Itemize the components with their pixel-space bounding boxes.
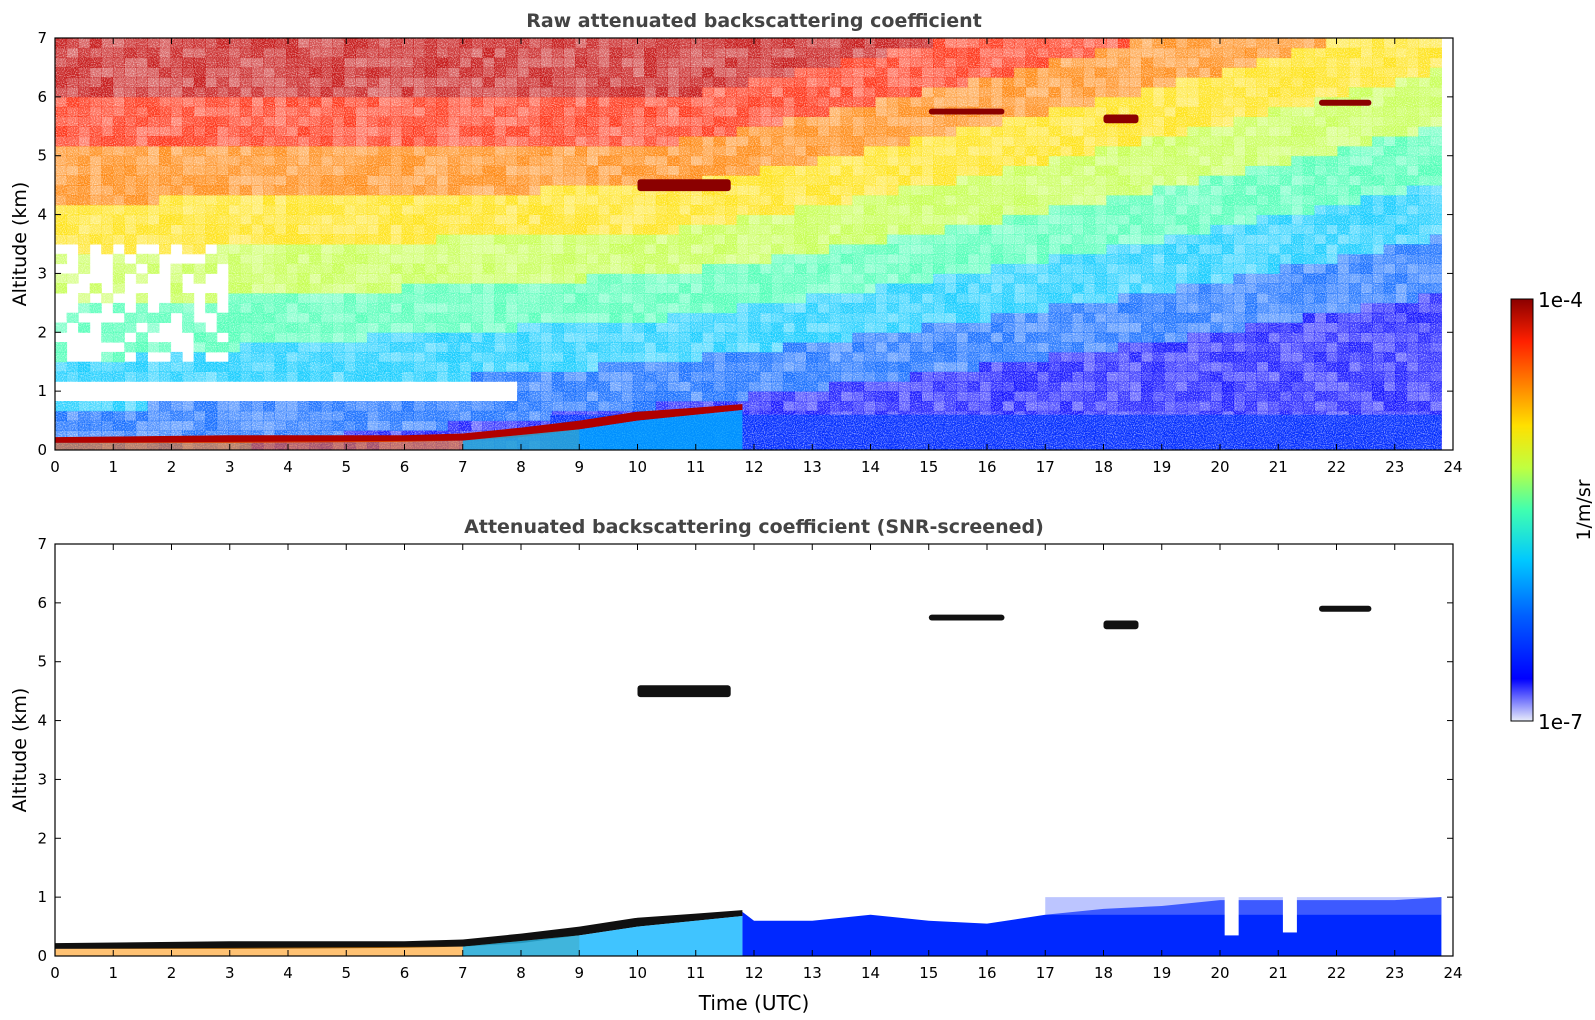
raw-cloud-5.7km — [928, 108, 1005, 115]
raw-cloud-5.9km — [1319, 99, 1372, 106]
raw-x-tick-label: 20 — [1210, 458, 1229, 476]
raw-y-axis-label: Altitude (km) — [9, 182, 31, 307]
raw-x-tick-label: 22 — [1327, 458, 1346, 476]
screened-aerosol-underlayer — [55, 935, 580, 956]
screened-cloud-5.9km — [1319, 605, 1372, 612]
raw-x-tick-label: 10 — [628, 458, 647, 476]
panel-screened: 0 1 2 3 4 5 6 7 8 9 10 11 12 13 14 15 16 17 18 19 20 21 22 23 24… — [9, 516, 1463, 1015]
screened-signal-gap — [1282, 891, 1297, 933]
raw-y-tick-label: 0 — [37, 441, 47, 459]
raw-x-tick-label: 18 — [1094, 458, 1113, 476]
raw-y-tick-label: 3 — [37, 264, 47, 282]
screened-aerosol-lower-signal — [462, 916, 743, 956]
raw-x-tick-label: 15 — [919, 458, 938, 476]
raw-y-tick-label: 6 — [37, 88, 47, 106]
raw-y-tick-label: 1 — [37, 382, 47, 400]
raw-x-tick-label: 9 — [574, 458, 584, 476]
screened-cloud-5.6km — [1103, 620, 1139, 630]
raw-noise-speckle — [55, 38, 1442, 450]
raw-x-tick-label: 8 — [516, 458, 526, 476]
raw-x-tick-label: 19 — [1152, 458, 1171, 476]
screened-x-tick-label: 1 — [108, 964, 118, 982]
screened-x-ticks: 0 1 2 3 4 5 6 7 8 9 10 11 12 13 14 15 16 17 18 19 20 21 22 23 24 — [50, 544, 1463, 982]
raw-x-tick-label: 23 — [1385, 458, 1404, 476]
raw-x-tick-label: 0 — [50, 458, 60, 476]
raw-y-tick-label: 5 — [37, 147, 47, 165]
raw-aerosol-layer — [55, 404, 743, 443]
raw-x-tick-label: 4 — [283, 458, 293, 476]
raw-x-tick-label: 2 — [167, 458, 177, 476]
screened-plot-frame — [54, 543, 1454, 957]
screened-boundary-fringe — [1045, 897, 1442, 915]
screened-x-tick-label: 0 — [50, 964, 60, 982]
raw-x-tick-label: 3 — [225, 458, 235, 476]
raw-x-tick-label: 14 — [861, 458, 880, 476]
raw-x-tick-label: 24 — [1443, 458, 1462, 476]
raw-y-tick-label: 2 — [37, 323, 47, 341]
screened-signal-gap — [1224, 891, 1239, 936]
raw-x-tick-label: 16 — [977, 458, 996, 476]
raw-x-ticks: 0 1 2 3 4 5 6 7 8 9 10 11 12 13 14 15 16 17 18 19 20 21 22 23 24 — [50, 38, 1463, 476]
screened-cloud-5.7km — [928, 614, 1005, 621]
raw-x-tick-label: 12 — [744, 458, 763, 476]
raw-cloud-5.6km — [1103, 114, 1139, 124]
raw-x-tick-label: 6 — [400, 458, 410, 476]
raw-x-tick-label: 7 — [458, 458, 468, 476]
raw-y-tick-label: 4 — [37, 206, 47, 224]
raw-y-ticks: 0 1 2 3 4 5 6 7 — [37, 29, 1453, 459]
raw-x-tick-label: 1 — [108, 458, 118, 476]
raw-x-tick-label: 17 — [1036, 458, 1055, 476]
panel-raw: 0 1 2 3 4 5 6 7 8 9 10 11 12 13 14 15 16 17 18 19 20 21 22 23 24… — [9, 10, 1463, 476]
raw-y-tick-label: 7 — [37, 29, 47, 47]
raw-cloud-4.5km — [637, 179, 731, 192]
raw-aerosol-lower-signal — [462, 410, 743, 450]
raw-chart-title: Raw attenuated backscattering coefficien… — [526, 10, 982, 32]
raw-x-tick-label: 13 — [803, 458, 822, 476]
raw-x-tick-label: 21 — [1269, 458, 1288, 476]
screened-cloud-4.5km — [637, 685, 731, 698]
raw-heatmap — [55, 38, 1442, 451]
screened-aerosol-layer — [55, 910, 743, 949]
screened-heatmap — [55, 605, 1442, 956]
raw-aerosol-underlayer — [55, 429, 580, 450]
raw-x-tick-label: 11 — [686, 458, 705, 476]
raw-x-tick-label: 5 — [341, 458, 351, 476]
